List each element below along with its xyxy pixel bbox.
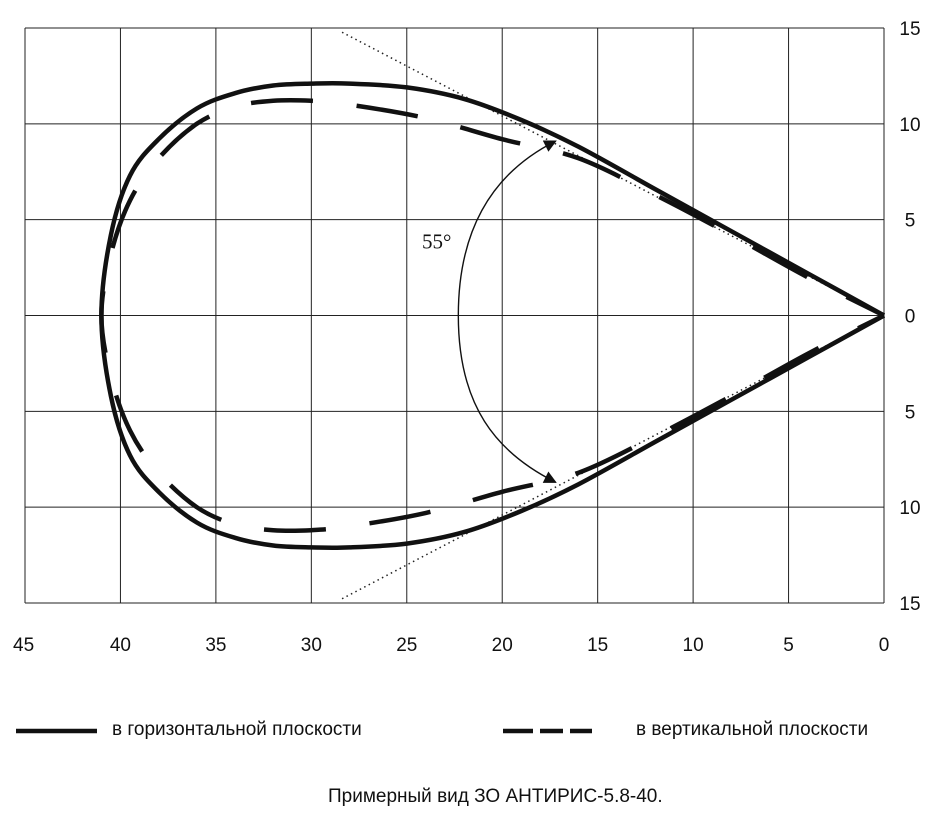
y-tick-label: 5 <box>905 211 916 232</box>
x-tick-label: 35 <box>205 635 226 656</box>
y-tick-label: 10 <box>899 115 920 136</box>
axis-ticks: 45 40 35 30 25 20 15 10 5 0 15 10 5 0 5 10 15 <box>13 19 921 656</box>
x-tick-label: 30 <box>301 635 322 656</box>
y-tick-label: 5 <box>905 402 916 423</box>
x-tick-label: 20 <box>492 635 513 656</box>
series-vertical-plane <box>99 97 886 534</box>
legend-solid-label: в горизонтальной плоскости <box>112 719 362 740</box>
y-tick-label: 0 <box>905 307 916 328</box>
series-layer <box>99 80 886 551</box>
angle-annotation: 55° <box>422 140 557 483</box>
x-tick-label: 5 <box>783 635 794 656</box>
legend-dashed-label: в вертикальной плоскости <box>636 719 869 740</box>
x-tick-label: 25 <box>396 635 417 656</box>
angle-arc-lower <box>457 315 557 483</box>
chart-caption: Примерный вид ЗО АНТИРИС-5.8-40. <box>328 786 663 807</box>
x-tick-label: 15 <box>587 635 608 656</box>
y-tick-label: 15 <box>899 594 920 615</box>
angle-arc-upper <box>457 140 557 316</box>
x-tick-label: 0 <box>879 635 890 656</box>
y-tick-label: 15 <box>899 19 920 40</box>
chart-grid <box>24 27 885 604</box>
angle-label: 55° <box>422 229 451 253</box>
x-tick-label: 45 <box>13 635 34 656</box>
x-tick-label: 40 <box>110 635 131 656</box>
x-tick-label: 10 <box>683 635 704 656</box>
y-tick-label: 10 <box>899 498 920 519</box>
